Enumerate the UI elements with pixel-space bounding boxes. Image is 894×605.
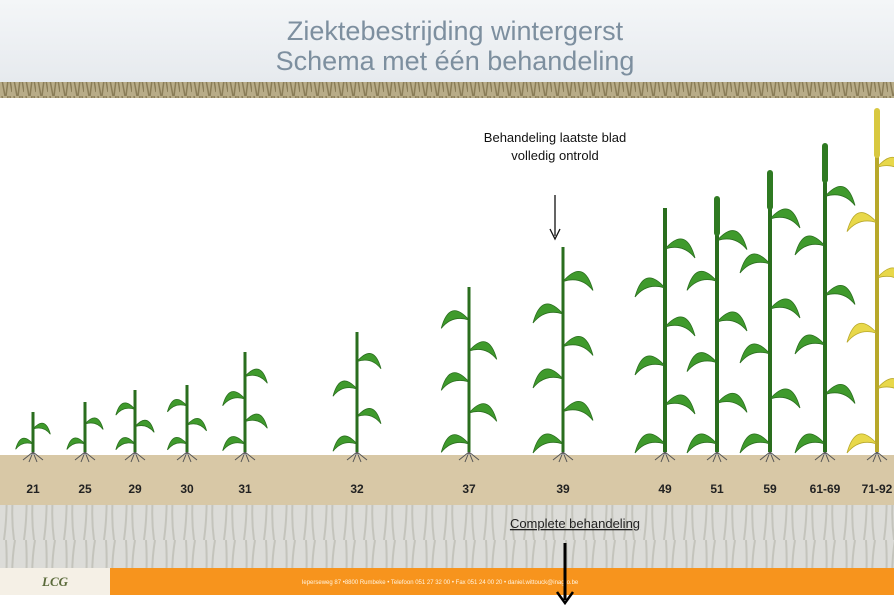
ear: [767, 170, 773, 210]
soil-band: [0, 455, 894, 505]
stage-label: 61-69: [810, 482, 841, 496]
stage-label: 49: [658, 482, 672, 496]
field-band: [0, 505, 894, 568]
stage-label: 32: [350, 482, 364, 496]
title-line: Ziektebestrijding wintergerst: [287, 16, 624, 46]
logo: LCG: [41, 574, 69, 589]
stage-label: 37: [462, 482, 476, 496]
annotation: volledig ontrold: [511, 148, 598, 163]
stage-label: 31: [238, 482, 252, 496]
stage-label: 25: [78, 482, 92, 496]
stage-label: 29: [128, 482, 142, 496]
stage-label: 21: [26, 482, 40, 496]
ear: [874, 108, 880, 158]
stage-label: 71-92: [862, 482, 893, 496]
ear: [822, 143, 828, 183]
stage-label: 51: [710, 482, 724, 496]
title-line: Schema met één behandeling: [276, 46, 635, 76]
bottom-label: Complete behandeling: [510, 516, 640, 531]
ear: [714, 196, 720, 236]
stage-label: 39: [556, 482, 570, 496]
stage-label: 59: [763, 482, 777, 496]
footer-address: Ieperseweg 87 •8800 Rumbeke • Telefoon 0…: [302, 580, 579, 586]
slide: Ziektebestrijding wintergerst Schema met…: [0, 0, 894, 605]
header-strip: [0, 82, 894, 98]
stage-label: 30: [180, 482, 194, 496]
annotation: Behandeling laatste blad: [484, 130, 626, 145]
